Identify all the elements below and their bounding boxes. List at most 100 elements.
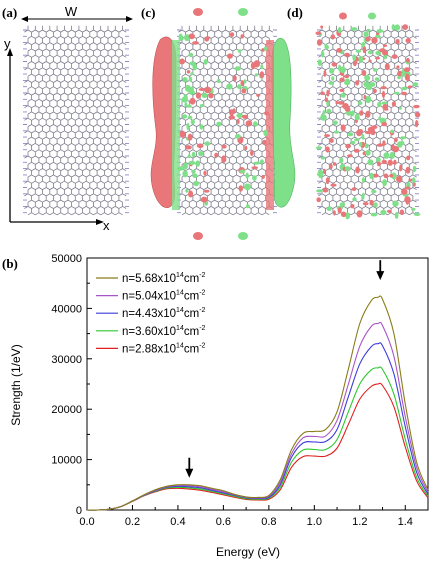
iso-blob (184, 102, 188, 108)
iso-blob (340, 93, 346, 98)
y-axis-title: Strength (1/eV) (9, 344, 23, 425)
iso-blob (404, 196, 411, 204)
iso-blob (193, 180, 200, 187)
iso-blob (235, 134, 241, 139)
iso-blob (203, 58, 208, 65)
x-tick-label: 0.0 (79, 516, 94, 528)
legend-entry: n=3.60x1014cm-2 (122, 325, 206, 338)
iso-blob (182, 162, 188, 170)
iso-blob (361, 177, 365, 184)
iso-blob (256, 93, 261, 97)
iso-blob (190, 119, 195, 125)
iso-blob (252, 175, 257, 181)
iso-blob (263, 129, 268, 136)
iso-blob (238, 185, 244, 192)
legend-entry: n=2.88x1014cm-2 (122, 342, 206, 355)
width-label: W (65, 4, 78, 19)
iso-blob (199, 124, 204, 130)
iso-blob (253, 121, 258, 127)
iso-blob (404, 73, 408, 81)
right-red-strip (266, 40, 274, 210)
x-axis-label: x (103, 218, 110, 233)
iso-blob (405, 38, 411, 44)
iso-blob (192, 173, 198, 178)
iso-blob (367, 159, 374, 166)
iso-blob (352, 197, 357, 202)
y-axis-arrow-head (7, 48, 13, 56)
iso-blob (188, 33, 195, 40)
iso-blob (339, 66, 346, 74)
iso-blob (347, 154, 353, 158)
iso-blob (389, 173, 394, 178)
iso-blob (365, 36, 371, 42)
iso-blob (240, 34, 244, 39)
iso-blob (193, 8, 203, 16)
iso-blob (399, 209, 405, 215)
iso-blob (412, 177, 416, 184)
iso-blob (239, 169, 246, 174)
iso-blob (201, 92, 208, 98)
iso-blob (381, 122, 388, 127)
iso-blob (193, 232, 203, 240)
iso-blob (226, 83, 233, 90)
iso-blob (329, 138, 334, 144)
iso-blob (320, 25, 324, 29)
iso-blob (322, 187, 327, 191)
y-tick-label: 20000 (51, 404, 82, 416)
iso-blob (204, 86, 212, 94)
iso-blob (317, 59, 322, 66)
iso-blob (337, 26, 342, 34)
iso-blob (324, 134, 331, 138)
panel-d-label: (d) (287, 5, 303, 20)
iso-blob (344, 78, 350, 84)
iso-blob (365, 85, 373, 91)
x-axis-arrow-head (96, 219, 104, 225)
panel-d: (d) (287, 5, 421, 220)
panel-a: (a) W y x (2, 4, 133, 233)
iso-blob (190, 72, 194, 76)
iso-blob (358, 56, 364, 63)
series-line (86, 382, 429, 511)
iso-blob (367, 50, 373, 55)
series-line (86, 295, 429, 511)
iso-blob (322, 110, 326, 115)
iso-blob (344, 166, 351, 172)
iso-blob (245, 120, 253, 127)
iso-blob (262, 139, 267, 146)
legend-entry: n=5.68x1014cm-2 (122, 272, 206, 285)
iso-blob (362, 202, 369, 206)
iso-blob (359, 142, 363, 147)
iso-blob (187, 133, 193, 141)
iso-blob (244, 183, 251, 191)
iso-blob (251, 166, 258, 170)
iso-blob (326, 89, 330, 97)
iso-blob (259, 71, 265, 79)
right-green-lobe (271, 38, 296, 208)
iso-blob (318, 173, 323, 179)
iso-blob (195, 160, 201, 167)
iso-blob (331, 62, 338, 67)
legend-entry: n=5.04x1014cm-2 (122, 290, 206, 303)
x-tick-label: 0.2 (125, 516, 140, 528)
iso-blob (179, 58, 186, 65)
iso-blob (391, 172, 397, 180)
iso-blob (347, 132, 354, 137)
iso-blob (361, 192, 365, 200)
iso-blob (241, 88, 247, 94)
iso-blob (365, 149, 371, 156)
iso-blob (326, 108, 332, 114)
iso-blob (413, 104, 420, 109)
iso-blob (188, 52, 194, 58)
iso-blob (340, 211, 347, 218)
iso-blob (240, 80, 245, 87)
iso-blob (189, 97, 196, 105)
iso-blob (371, 37, 378, 44)
iso-blob (411, 207, 416, 211)
iso-blob (236, 113, 243, 118)
iso-blob (245, 172, 249, 179)
iso-blob (326, 206, 332, 211)
iso-blob (381, 101, 388, 105)
iso-blob (320, 114, 327, 121)
iso-blob (370, 130, 376, 136)
